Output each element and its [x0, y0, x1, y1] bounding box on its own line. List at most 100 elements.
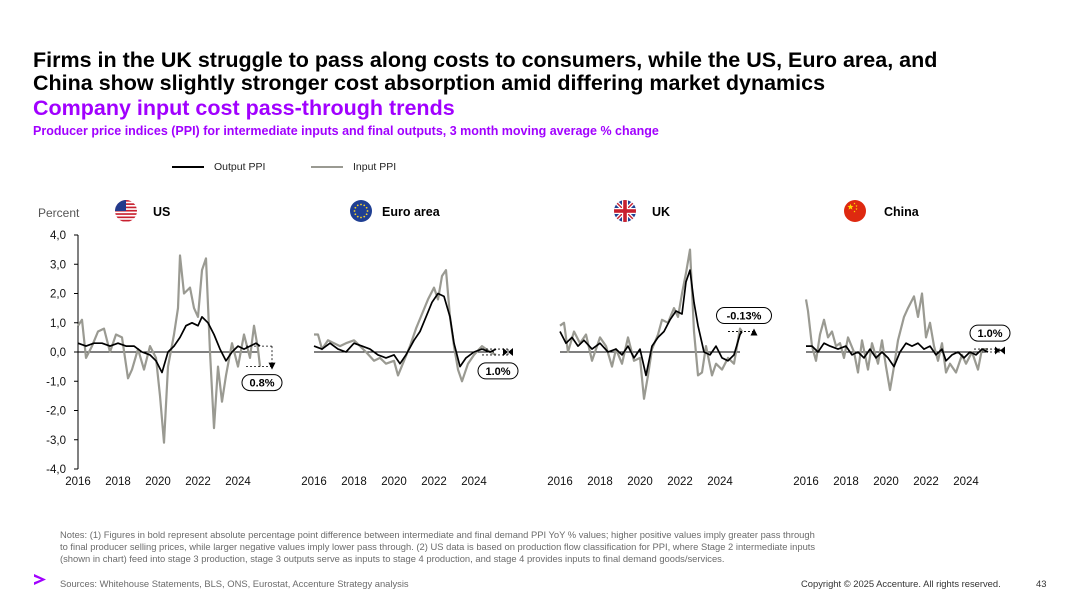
- pass-through-annotation: 1.0%: [969, 324, 1011, 355]
- x-tick-label: 2020: [145, 476, 171, 488]
- annotation-arrow-icon: [1000, 346, 1005, 355]
- copyright: Copyright © 2025 Accenture. All rights r…: [801, 578, 1001, 589]
- flag-star: [366, 210, 369, 212]
- x-tick-label: 2022: [185, 476, 211, 488]
- x-tick-label: 2020: [381, 476, 407, 488]
- panel-uk: UK 2016 2018 2020 2022 2024 -0.13%: [547, 200, 772, 488]
- annotation-label: -0.13%: [727, 311, 762, 323]
- flag-star: [847, 203, 854, 210]
- y-tick-label: -3,0: [46, 435, 66, 447]
- footnotes: Notes: (1) Figures in bold represent abs…: [60, 529, 816, 564]
- panel-china: China 2016 2018 2020 2022 2024 1.0%: [793, 200, 1011, 488]
- accenture-logo-icon: [34, 574, 46, 585]
- x-tick-label: 2020: [873, 476, 899, 488]
- annotation-badge: [716, 307, 772, 325]
- output-ppi-series: [77, 316, 261, 374]
- annotation-badge: [969, 324, 1011, 342]
- x-tick-label: 2016: [547, 476, 573, 488]
- flag-star: [853, 210, 856, 213]
- panel-euro-area: Euro area 2016 2018 2020 2022 2024 1.0%: [301, 200, 519, 488]
- x-tick-label: 2016: [301, 476, 327, 488]
- y-axis-label: Percent: [38, 206, 80, 220]
- sources: Sources: Whitehouse Statements, BLS, ONS…: [60, 578, 409, 589]
- panel-title: US: [153, 205, 170, 219]
- annotation-label: 1.0%: [977, 328, 1002, 340]
- flag-star: [855, 204, 858, 207]
- annotation-label: 0.8%: [249, 378, 274, 390]
- legend-output-label: Output PPI: [214, 161, 266, 173]
- flag-star: [363, 215, 366, 218]
- flag-star: [365, 206, 368, 209]
- flag-star: [363, 204, 366, 207]
- pass-through-annotation: 1.0%: [477, 348, 519, 380]
- flag-stripe: [115, 216, 137, 219]
- title-line-1: Firms in the UK struggle to pass along c…: [33, 48, 938, 72]
- output-ppi-series: [806, 342, 989, 368]
- x-tick-label: 2022: [913, 476, 939, 488]
- flag-star: [360, 216, 362, 219]
- flag-bg: [844, 200, 866, 222]
- panel-title: UK: [652, 205, 670, 219]
- y-tick-label: 3,0: [50, 259, 66, 271]
- annotation-arrow-icon: [508, 348, 513, 356]
- panel-title: China: [884, 205, 920, 219]
- uk-flag-icon: [614, 200, 636, 222]
- flag-bg: [350, 200, 372, 222]
- y-tick-label: -4,0: [46, 464, 66, 476]
- y-tick-label: 1,0: [50, 318, 66, 330]
- input-ppi-series: [804, 292, 988, 392]
- eu-flag-icon: [350, 200, 372, 222]
- legend-input-swatch: [311, 165, 343, 169]
- chart-description: Producer price indices (PPI) for interme…: [33, 124, 659, 138]
- y-tick-label: 0,0: [50, 347, 66, 359]
- y-tick-label: -2,0: [46, 406, 66, 418]
- panel-us: US 2016 2018 2020 2022 2024 0.8%: [65, 200, 283, 488]
- legend-input-ppi: Input PPI: [311, 161, 396, 173]
- flag-star: [855, 207, 858, 210]
- flag-cross-red: [623, 200, 627, 222]
- legend-output-ppi: Output PPI: [172, 161, 265, 173]
- title-line-2: China show slightly stronger cost absorp…: [33, 71, 826, 95]
- flag-star: [354, 206, 357, 209]
- x-tick-label: 2024: [953, 476, 979, 488]
- annotation-badge: [477, 362, 519, 380]
- x-tick-label: 2024: [461, 476, 487, 488]
- input-ppi-series: [314, 269, 497, 383]
- output-ppi-series: [313, 292, 497, 368]
- annotation-arrow-icon: [268, 362, 276, 370]
- annotation-badge: [241, 374, 283, 392]
- flag-star: [365, 213, 368, 216]
- x-tick-label: 2018: [587, 476, 613, 488]
- x-tick-label: 2018: [833, 476, 859, 488]
- flag-star: [353, 210, 356, 212]
- x-tick-label: 2016: [793, 476, 819, 488]
- annotation-arrow-icon: [750, 328, 758, 336]
- y-tick-label: 2,0: [50, 289, 66, 301]
- x-tick-label: 2022: [667, 476, 693, 488]
- page-number: 43: [1036, 578, 1047, 589]
- flag-canton: [115, 200, 126, 211]
- x-tick-label: 2024: [225, 476, 251, 488]
- annotation-arrow-icon: [503, 348, 508, 356]
- subtitle: Company input cost pass-through trends: [33, 96, 455, 120]
- legend-output-swatch: [172, 166, 204, 168]
- pass-through-annotation: -0.13%: [716, 307, 772, 336]
- annotation-arrow-icon: [995, 346, 1000, 355]
- panel-title: Euro area: [382, 205, 441, 219]
- flag-stripe: [115, 219, 137, 222]
- flag-star: [354, 213, 357, 216]
- x-tick-label: 2020: [627, 476, 653, 488]
- input-ppi-series: [77, 254, 262, 444]
- flag-stripe: [115, 213, 137, 215]
- input-ppi-series: [559, 248, 743, 400]
- chart-area: 4,0 3,0 2,0 1,0 0,0 -1,0 -2,0 -3,0 -4,0 US 2016 201…: [46, 200, 1011, 488]
- china-flag-icon: [844, 200, 866, 222]
- flag-star: [356, 204, 359, 207]
- x-tick-label: 2024: [707, 476, 733, 488]
- pass-through-annotation: 0.8%: [241, 345, 283, 392]
- flag-star: [853, 202, 856, 205]
- x-tick-label: 2022: [421, 476, 447, 488]
- flag-star: [360, 203, 362, 206]
- x-tick-label: 2018: [105, 476, 131, 488]
- y-tick-label: -1,0: [46, 376, 66, 388]
